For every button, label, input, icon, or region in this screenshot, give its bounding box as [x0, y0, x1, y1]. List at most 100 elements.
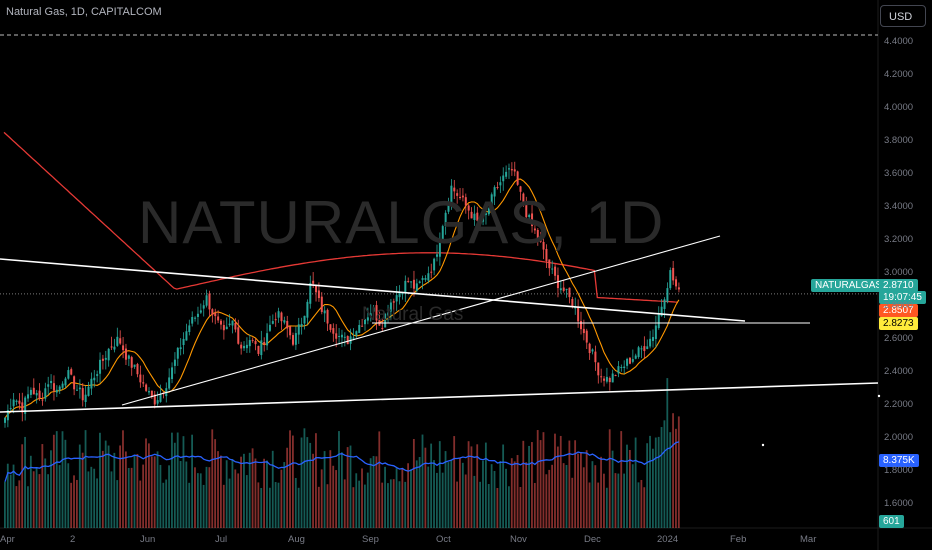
volume-bar — [597, 482, 600, 528]
candle-body — [4, 417, 6, 423]
candle-body — [116, 336, 119, 346]
volume-bar — [188, 482, 191, 528]
volume-bar — [335, 470, 337, 528]
time-tick-label: Oct — [436, 534, 451, 545]
volume-bar — [303, 428, 306, 528]
volume-bar — [559, 435, 562, 528]
candle-body — [35, 393, 38, 396]
volume-bar — [479, 481, 481, 528]
candle-body — [571, 299, 574, 308]
candle-body — [171, 367, 174, 379]
candle-body — [568, 287, 571, 298]
volume-bar — [50, 450, 52, 528]
candle-body — [508, 168, 510, 170]
candle-body — [640, 348, 643, 350]
candle-body — [484, 213, 487, 216]
candle-body — [447, 204, 450, 212]
time-tick-label: Jun — [140, 534, 156, 545]
candle-body — [168, 377, 171, 389]
volume-bar — [392, 479, 395, 528]
currency-button[interactable]: USD — [880, 5, 926, 27]
volume-bar — [139, 480, 142, 528]
volume-bar — [176, 432, 179, 528]
candle-body — [375, 305, 378, 321]
volume-bar — [110, 471, 113, 528]
candle-body — [519, 186, 522, 192]
volume-bar — [173, 442, 176, 528]
candle-body — [64, 378, 67, 386]
candle-body — [643, 346, 646, 352]
candle-body — [542, 241, 545, 250]
volume-bar — [436, 472, 438, 528]
candle-body — [18, 400, 21, 404]
volume-bar — [185, 461, 188, 528]
volume-bar — [539, 440, 542, 528]
volume-bar — [254, 458, 257, 528]
volume-bar — [594, 465, 597, 528]
volume-bar — [165, 479, 168, 528]
candle-body — [479, 220, 482, 222]
volume-bar — [148, 443, 150, 528]
candle-body — [677, 287, 680, 290]
volume-bar — [352, 487, 355, 528]
candle-body — [338, 335, 341, 337]
volume-ma-tag: 8.375K — [879, 454, 919, 467]
candle-body — [194, 317, 197, 319]
candle-body — [124, 348, 127, 360]
volume-bar — [76, 479, 78, 528]
candle-body — [369, 313, 372, 317]
candle-body — [268, 324, 271, 331]
volume-bar — [542, 432, 545, 528]
candle-body — [61, 383, 64, 388]
volume-bar — [220, 455, 222, 528]
candle-body — [153, 394, 156, 405]
volume-bar — [634, 437, 637, 528]
candle-body — [176, 347, 179, 359]
candle-body — [459, 196, 462, 198]
volume-bar — [104, 440, 107, 528]
volume-bar — [565, 464, 568, 528]
volume-bar — [64, 439, 67, 528]
volume-bar — [643, 487, 646, 528]
volume-bar — [329, 450, 332, 528]
candle-body — [672, 267, 675, 281]
candle-body — [410, 281, 413, 283]
volume-bar — [626, 444, 628, 528]
candle-body — [634, 355, 637, 359]
volume-bar — [107, 445, 110, 528]
candle-body — [306, 301, 309, 318]
candle-body — [490, 194, 493, 211]
volume-bar — [136, 453, 139, 528]
volume-bar — [52, 434, 55, 528]
volume-bar — [248, 452, 251, 528]
candle-body — [70, 369, 73, 375]
candle-body — [539, 236, 542, 242]
volume-bar — [27, 486, 29, 528]
candle-body — [274, 319, 277, 321]
volume-bar — [84, 430, 87, 528]
volume-bar — [208, 467, 211, 528]
volume-bar — [433, 460, 435, 528]
candle-body — [96, 374, 99, 376]
candle-body — [87, 386, 90, 396]
price-tick-label: 2.6000 — [884, 332, 914, 344]
candle-body — [104, 357, 107, 360]
volume-bar — [663, 420, 666, 528]
volume-bar — [603, 473, 605, 528]
volume-bar — [533, 482, 536, 528]
candle-body — [76, 389, 78, 391]
volume-bar — [294, 477, 297, 528]
candle-body — [315, 285, 318, 293]
candle-body — [600, 376, 603, 378]
candle-body — [142, 382, 145, 384]
volume-bar — [127, 467, 130, 528]
volume-bar — [427, 466, 430, 528]
candle-body — [188, 325, 191, 332]
volume-bar — [562, 463, 565, 528]
candle-body — [202, 305, 205, 309]
candle-body — [289, 326, 292, 336]
volume-bar — [660, 427, 663, 528]
volume-bar — [312, 453, 314, 528]
candle-body — [623, 366, 626, 369]
